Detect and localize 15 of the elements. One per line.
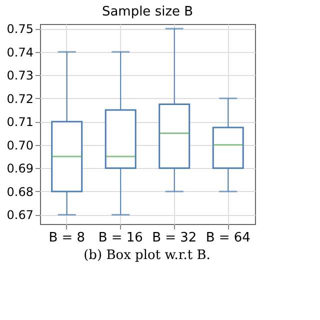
- text: (b) Box plot w.r.t B.: [84, 248, 210, 263]
- y-tick-label: 0.73: [6, 68, 34, 83]
- x-tick-label: B = 8: [48, 230, 86, 246]
- x-tick-label: B = 16: [98, 230, 143, 246]
- y-tick-label: 0.67: [6, 208, 34, 222]
- y-tick-label: 0.72: [6, 92, 34, 106]
- y-tick-label: 0.68: [6, 184, 34, 199]
- y-tick-label: 0.75: [6, 22, 34, 36]
- chart-title: Sample size B: [102, 4, 194, 20]
- y-tick-label: 0.69: [6, 162, 34, 176]
- y-tick-label: 0.74: [6, 45, 34, 60]
- x-tick-label: B = 32: [152, 230, 197, 246]
- y-tick-label: 0.70: [6, 138, 34, 152]
- x-tick-label: B = 64: [206, 230, 250, 246]
- y-tick-label: 0.71: [6, 115, 34, 130]
